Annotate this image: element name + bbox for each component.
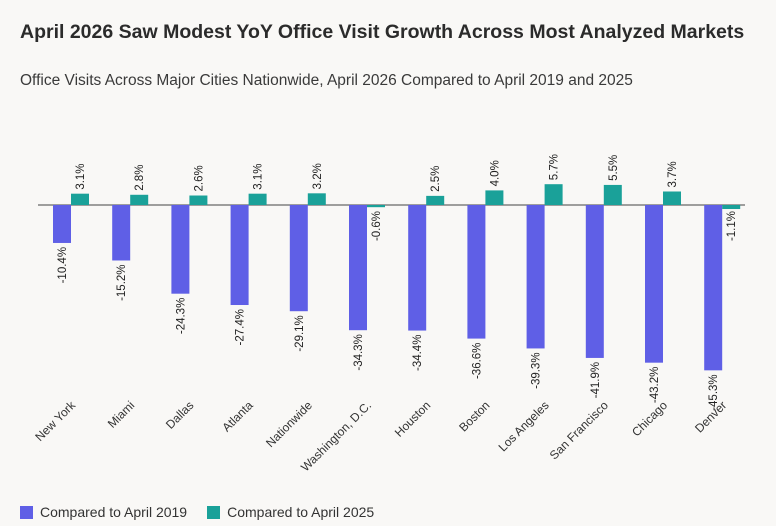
data-label: -1.1% (726, 211, 738, 241)
bar-2019[interactable] (171, 205, 190, 294)
legend-label-2019: Compared to April 2019 (40, 504, 188, 520)
x-tick-label: Dallas (163, 398, 196, 431)
data-label: -43.2% (649, 367, 661, 403)
data-label: -34.3% (353, 334, 365, 370)
data-label: -15.2% (116, 264, 128, 300)
data-label: -24.3% (175, 298, 187, 334)
x-tick-label: Boston (456, 398, 492, 434)
bar-2025[interactable] (544, 184, 563, 205)
bar-2025[interactable] (426, 195, 445, 205)
x-tick-label: Atlanta (219, 398, 256, 435)
bar-2025[interactable] (307, 193, 326, 205)
data-label: 3.2% (312, 163, 324, 189)
data-label: -10.4% (57, 247, 69, 283)
bar-2019[interactable] (585, 205, 604, 358)
bar-2025[interactable] (663, 191, 681, 205)
bar-2025[interactable] (189, 195, 208, 205)
data-label: 2.5% (430, 166, 442, 192)
data-label: 3.1% (75, 163, 87, 189)
legend: Compared to April 2019 Compared to April… (20, 504, 394, 520)
data-label: -34.4% (412, 335, 424, 371)
legend-item-2025[interactable]: Compared to April 2025 (207, 504, 374, 520)
legend-label-2025: Compared to April 2025 (227, 504, 375, 520)
bar-2019[interactable] (704, 205, 723, 371)
data-label: 3.1% (253, 163, 265, 189)
x-tick-label: New York (32, 398, 78, 444)
bar-2025[interactable] (722, 205, 741, 210)
bar-2025[interactable] (130, 194, 149, 205)
bar-2025[interactable] (248, 193, 267, 205)
bar-2019[interactable] (289, 205, 308, 312)
data-label: -27.4% (235, 309, 247, 345)
data-label: 2.8% (134, 165, 146, 191)
data-label: 3.7% (667, 161, 679, 187)
data-label: -36.6% (471, 343, 483, 379)
x-tick-label: San Francisco (547, 398, 611, 462)
chart-title: April 2026 Saw Modest YoY Office Visit G… (20, 21, 745, 43)
data-label: -29.1% (294, 315, 306, 351)
bar-2019[interactable] (112, 205, 131, 261)
data-label: 2.6% (193, 165, 205, 191)
chart-subtitle: Office Visits Across Major Cities Nation… (20, 72, 633, 89)
bar-2019[interactable] (467, 205, 486, 339)
data-label: -41.9% (590, 362, 602, 398)
data-label: -45.3% (708, 374, 720, 410)
x-tick-label: Houston (392, 398, 434, 440)
x-tick-label: Chicago (629, 398, 670, 439)
x-tick-label: Miami (105, 398, 138, 431)
bar-2019[interactable] (53, 205, 71, 243)
bar-2025[interactable] (603, 184, 622, 205)
bar-2019[interactable] (408, 205, 427, 331)
bar-2019[interactable] (645, 205, 663, 363)
bar-chart: -10.4% 3.1% New York -15.2% 2.8% Miami -24.3% 2… (32, 154, 745, 474)
legend-swatch-2025 (207, 505, 221, 519)
data-label: -39.3% (531, 352, 543, 388)
data-label: 4.0% (489, 160, 501, 186)
bar-2025[interactable] (71, 193, 89, 205)
bar-2019[interactable] (349, 205, 367, 331)
data-label: 5.5% (608, 155, 620, 181)
bar-2025[interactable] (485, 190, 504, 205)
bar-2019[interactable] (230, 205, 249, 306)
x-tick-label: Los Angeles (496, 398, 552, 454)
legend-item-2019[interactable]: Compared to April 2019 (20, 504, 187, 520)
bar-2019[interactable] (526, 205, 545, 349)
bar-2025[interactable] (367, 205, 385, 208)
data-label: -0.6% (371, 211, 383, 241)
data-label: 5.7% (549, 154, 561, 180)
x-tick-label: Nationwide (263, 398, 315, 450)
legend-swatch-2019 (20, 505, 33, 519)
